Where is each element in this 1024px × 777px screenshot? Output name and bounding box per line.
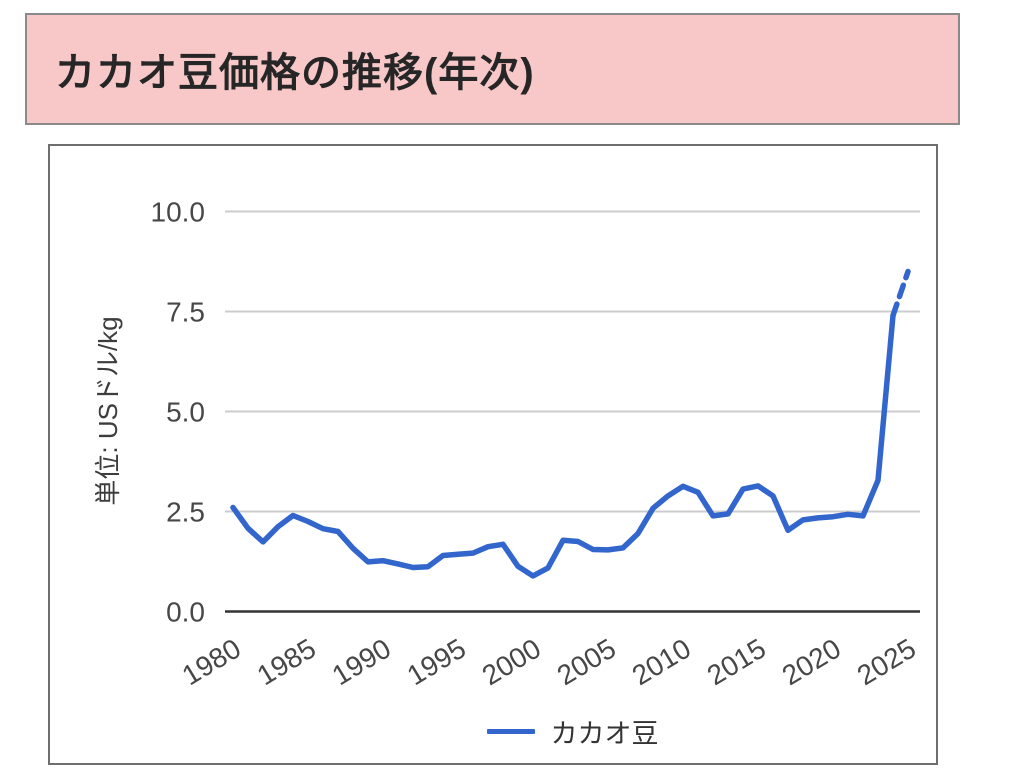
y-axis-tick-labels: 0.0 2.5 5.0 7.5 10.0 <box>151 197 206 628</box>
x-tick-label: 1995 <box>402 633 471 692</box>
y-tick-label: 0.0 <box>166 597 205 628</box>
y-tick-label: 2.5 <box>166 497 205 528</box>
x-axis-tick-labels: 1980 1985 1990 1995 2000 2005 2010 2015 2020 2025 <box>177 633 921 692</box>
x-tick-label: 2005 <box>552 633 621 692</box>
x-tick-label: 2020 <box>777 633 846 692</box>
y-tick-label: 7.5 <box>166 297 205 328</box>
y-tick-label: 5.0 <box>166 397 205 428</box>
legend-series-label: カカオ豆 <box>550 718 659 749</box>
series-line-dashed-forecast[interactable] <box>890 268 911 319</box>
x-tick-label: 1980 <box>177 633 246 692</box>
x-tick-label: 2025 <box>852 633 921 692</box>
chart-legend[interactable]: カカオ豆 <box>225 714 920 749</box>
legend-line-swatch <box>486 728 535 734</box>
title-banner: カカオ豆価格の推移(年次) <box>25 13 960 125</box>
page-title: カカオ豆価格の推移(年次) <box>55 51 535 95</box>
x-tick-label: 1990 <box>327 633 396 692</box>
y-tick-label: 10.0 <box>151 197 206 228</box>
x-tick-label: 1985 <box>252 633 321 692</box>
x-tick-label: 2010 <box>627 633 696 692</box>
series-line-solid[interactable] <box>230 312 896 579</box>
gridlines <box>225 210 920 613</box>
y-axis-title: 単位: USドル/kg <box>93 316 123 506</box>
x-tick-label: 2000 <box>477 633 546 692</box>
series-lines <box>230 268 911 579</box>
chart-panel <box>48 144 938 765</box>
x-tick-label: 2015 <box>702 633 771 692</box>
